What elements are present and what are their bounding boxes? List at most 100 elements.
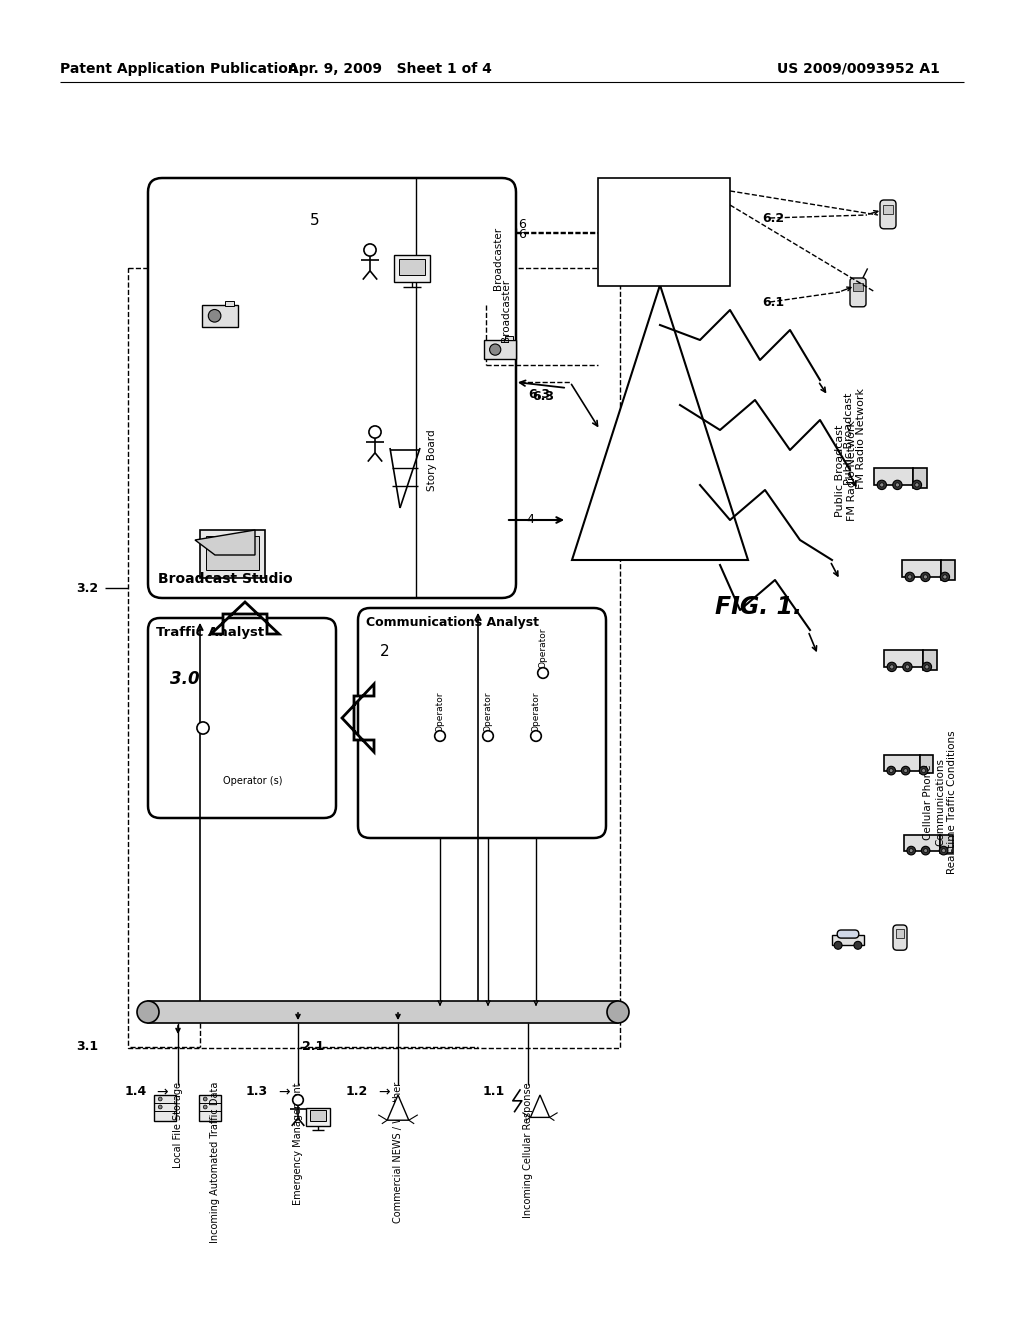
Circle shape [607,1001,629,1023]
Bar [940,836,953,853]
Text: Operator: Operator [435,692,444,733]
FancyBboxPatch shape [838,931,859,939]
Circle shape [889,768,893,772]
Text: 6.3: 6.3 [532,389,554,403]
Circle shape [434,731,445,742]
Text: 1.2: 1.2 [346,1085,368,1098]
Bar [874,469,913,484]
Bar [200,531,265,578]
Text: Public Broadcast
FM Radio Network: Public Broadcast FM Radio Network [844,388,866,488]
Circle shape [914,483,919,487]
Text: 2: 2 [380,644,389,659]
Bar [479,763,497,775]
Bar [154,1096,176,1121]
Bar [399,259,425,275]
Bar [206,536,259,570]
Circle shape [159,1105,162,1109]
Circle shape [907,846,915,855]
Text: 6: 6 [518,228,526,242]
Bar [394,255,430,282]
Circle shape [925,665,929,669]
Bar [523,760,549,780]
Circle shape [907,574,912,579]
FancyBboxPatch shape [148,618,336,818]
Circle shape [538,668,548,678]
Bar [913,469,928,487]
Circle shape [854,941,862,949]
Circle shape [878,480,887,490]
Text: Public Broadcast
FM Radio Network: Public Broadcast FM Radio Network [836,420,857,521]
Circle shape [887,767,896,775]
FancyArrow shape [342,684,374,752]
Circle shape [895,483,899,487]
Polygon shape [387,1096,409,1121]
Bar [431,763,450,775]
Bar [598,178,730,286]
Text: Operator: Operator [539,627,548,668]
Text: →: → [378,1085,389,1100]
Text: 1.3: 1.3 [246,1085,268,1098]
Bar [902,560,941,577]
Text: Broadcaster: Broadcaster [501,279,511,342]
Bar [923,649,937,669]
Text: 6.1: 6.1 [762,296,784,309]
Circle shape [923,663,932,672]
Text: →: → [156,1085,168,1100]
Text: Operator: Operator [483,692,493,733]
Bar [427,760,453,780]
Text: Traffic Analyst: Traffic Analyst [156,626,264,639]
Circle shape [920,767,928,775]
FancyArrow shape [211,602,279,634]
Bar [484,341,516,359]
Text: Patent Application Publication: Patent Application Publication [60,62,298,77]
Text: Cellular Phone
Communications
Real-time Traffic Conditions: Cellular Phone Communications Real-time … [924,730,956,874]
Bar [853,282,863,290]
Polygon shape [572,285,748,560]
Circle shape [530,731,542,742]
Circle shape [364,244,376,256]
Text: 3.2: 3.2 [76,582,98,594]
Circle shape [924,849,928,853]
Circle shape [922,768,926,772]
Circle shape [924,574,928,579]
Bar [475,760,501,780]
Text: 6: 6 [518,218,526,231]
Circle shape [137,1001,159,1023]
Circle shape [293,1094,303,1105]
FancyArrow shape [148,1001,618,1023]
Circle shape [890,665,894,669]
Bar [527,763,545,775]
Circle shape [942,849,945,853]
Circle shape [197,722,209,734]
Circle shape [909,849,913,853]
FancyBboxPatch shape [893,925,907,950]
Circle shape [204,1105,207,1109]
Text: 3.0: 3.0 [170,671,200,688]
Bar [534,701,552,713]
Circle shape [901,767,910,775]
Text: Communications Analyst: Communications Analyst [366,616,539,630]
FancyBboxPatch shape [850,279,866,306]
Circle shape [489,345,501,355]
Text: Operator (s): Operator (s) [223,776,283,785]
Text: Incoming Cellular Response: Incoming Cellular Response [523,1082,534,1217]
Circle shape [922,846,930,855]
Circle shape [905,665,909,669]
Circle shape [880,483,884,487]
Bar [831,936,864,945]
Circle shape [905,573,914,582]
Bar [128,268,620,1048]
Bar [941,560,955,579]
Bar [223,726,253,748]
Circle shape [482,731,494,742]
Text: Broadcaster: Broadcaster [493,227,503,289]
Bar [202,305,238,326]
Text: Emergency Management: Emergency Management [293,1082,303,1205]
Bar [227,729,249,742]
Bar [883,205,893,214]
Text: 1.1: 1.1 [482,1085,505,1098]
Circle shape [940,573,949,582]
Circle shape [904,768,907,772]
Bar [309,1110,327,1121]
Circle shape [835,941,842,949]
